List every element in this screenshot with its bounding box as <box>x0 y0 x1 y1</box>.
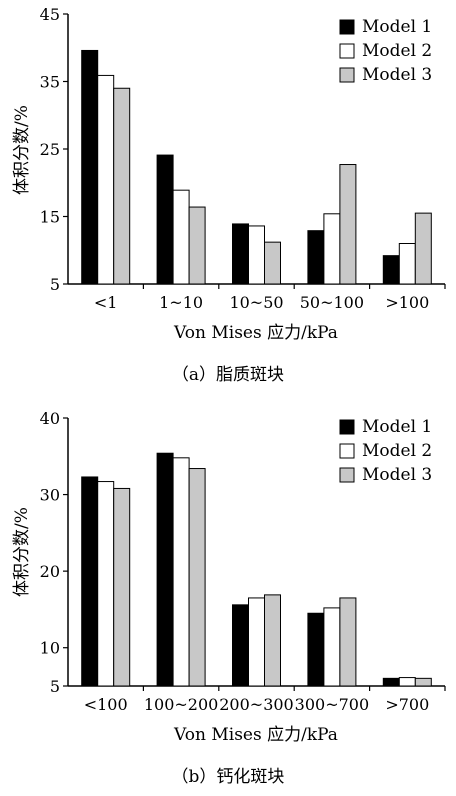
x-tick-label: >100 <box>385 293 429 312</box>
x-tick-label: <1 <box>94 293 118 312</box>
legend-swatch <box>339 419 355 435</box>
bar-model-2 <box>172 189 190 285</box>
bar-model-1 <box>156 452 174 687</box>
x-tick-label: 100~200 <box>144 695 218 714</box>
bar-model-2 <box>248 225 265 285</box>
y-tick-label: 35 <box>40 73 60 92</box>
bar-model-3 <box>264 594 281 687</box>
y-axis-label: 体积分数/% <box>12 507 32 597</box>
legend: Model 1 Model 2 Model 3 <box>339 17 432 85</box>
x-axis-label: Von Mises 应力/kPa <box>173 725 338 745</box>
y-tick-label: 5 <box>50 275 60 294</box>
bar-model-1 <box>307 230 325 285</box>
bar-model-1 <box>81 49 99 285</box>
legend-label: Model 1 <box>362 17 432 37</box>
legend-label: Model 3 <box>362 65 432 85</box>
bar-model-1 <box>382 677 400 687</box>
y-tick-label: 30 <box>40 486 60 505</box>
bar-model-3 <box>414 212 432 285</box>
legend-swatch <box>339 467 355 483</box>
legend-label: Model 3 <box>362 465 432 485</box>
chart-calcified-plaque: 体积分数/% Von Mises 应力/kPa 5 10 20 30 40 <100 100… <box>12 409 446 787</box>
bar-model-2 <box>398 677 416 687</box>
legend-swatch <box>339 443 355 459</box>
y-tick-label: 15 <box>40 208 60 227</box>
bar-model-3 <box>113 487 131 687</box>
bar-model-2 <box>323 213 341 285</box>
bar-model-1 <box>232 223 249 285</box>
legend-swatch <box>339 19 355 35</box>
y-axis-label: 体积分数/% <box>12 105 32 195</box>
bar-model-2 <box>323 607 341 687</box>
bar-model-3 <box>414 677 432 687</box>
legend-label: Model 2 <box>362 41 432 61</box>
x-tick-label: 300~700 <box>295 695 369 714</box>
x-axis-label: Von Mises 应力/kPa <box>173 323 338 343</box>
bar-model-3 <box>188 206 206 285</box>
bar-model-3 <box>339 597 357 687</box>
y-tick-label: 25 <box>40 140 60 159</box>
y-tick-label: 10 <box>40 639 60 658</box>
x-tick-label: 200~300 <box>219 695 293 714</box>
legend-label: Model 1 <box>362 417 432 437</box>
bar-model-3 <box>264 241 281 285</box>
bar-model-1 <box>232 604 249 687</box>
legend-swatch <box>339 67 355 83</box>
bar-model-1 <box>382 255 400 285</box>
x-tick-label: 10~50 <box>229 293 283 312</box>
bar-model-2 <box>248 597 265 687</box>
bar-model-1 <box>307 612 325 687</box>
bar-model-3 <box>113 87 131 285</box>
chart-lipid-plaque: 体积分数/% Von Mises 应力/kPa 5 15 25 35 45 <1 1~10 1… <box>12 5 446 385</box>
y-tick-label: 40 <box>40 409 60 428</box>
bar-model-2 <box>97 481 115 687</box>
tick-group: 5 15 25 35 45 <1 1~10 10~50 50~100 >100 <box>40 5 446 312</box>
x-tick-label: 50~100 <box>300 293 364 312</box>
x-tick-label: <100 <box>84 695 128 714</box>
x-tick-label: 1~10 <box>159 293 203 312</box>
legend-label: Model 2 <box>362 441 432 461</box>
legend: Model 1 Model 2 Model 3 <box>339 417 432 485</box>
figure-caption: （a）脂质斑块 <box>172 365 284 385</box>
bar-model-2 <box>172 457 190 687</box>
bar-model-1 <box>81 476 99 687</box>
bar-group <box>81 49 432 285</box>
bar-model-2 <box>398 243 416 285</box>
y-tick-label: 20 <box>40 562 60 581</box>
legend-swatch <box>339 43 355 59</box>
bar-model-3 <box>188 468 206 687</box>
y-tick-label: 45 <box>40 5 60 24</box>
bar-model-3 <box>339 164 357 285</box>
bar-group <box>81 452 432 687</box>
x-tick-label: >700 <box>385 695 429 714</box>
bar-model-2 <box>97 74 115 285</box>
figure-caption: （b）钙化斑块 <box>172 767 285 787</box>
y-tick-label: 5 <box>50 677 60 696</box>
bar-model-1 <box>156 154 174 285</box>
tick-group: 5 10 20 30 40 <100 100~200 200~300 300~700 >700 <box>40 409 446 714</box>
